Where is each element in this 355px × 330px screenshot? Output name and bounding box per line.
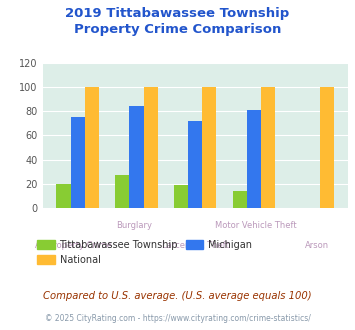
Bar bbox=[129, 106, 143, 208]
Bar bbox=[56, 184, 71, 208]
Bar bbox=[320, 87, 334, 208]
Text: © 2025 CityRating.com - https://www.cityrating.com/crime-statistics/: © 2025 CityRating.com - https://www.city… bbox=[45, 314, 310, 323]
Text: Burglary: Burglary bbox=[116, 221, 152, 230]
Bar bbox=[115, 175, 129, 208]
Bar bbox=[71, 117, 85, 208]
Text: Larceny & Theft: Larceny & Theft bbox=[162, 241, 229, 250]
Text: 2019 Tittabawassee Township
Property Crime Comparison: 2019 Tittabawassee Township Property Cri… bbox=[65, 7, 290, 36]
Bar bbox=[174, 185, 188, 208]
Text: Compared to U.S. average. (U.S. average equals 100): Compared to U.S. average. (U.S. average … bbox=[43, 291, 312, 301]
Bar bbox=[202, 87, 217, 208]
Bar bbox=[143, 87, 158, 208]
Legend: Tittabawassee Township, National, Michigan: Tittabawassee Township, National, Michig… bbox=[33, 236, 256, 269]
Text: All Property Crime: All Property Crime bbox=[35, 241, 111, 250]
Bar bbox=[85, 87, 99, 208]
Bar bbox=[233, 191, 247, 208]
Bar bbox=[188, 121, 202, 208]
Bar bbox=[247, 110, 261, 208]
Text: Arson: Arson bbox=[305, 241, 329, 250]
Text: Motor Vehicle Theft: Motor Vehicle Theft bbox=[215, 221, 297, 230]
Bar bbox=[261, 87, 275, 208]
